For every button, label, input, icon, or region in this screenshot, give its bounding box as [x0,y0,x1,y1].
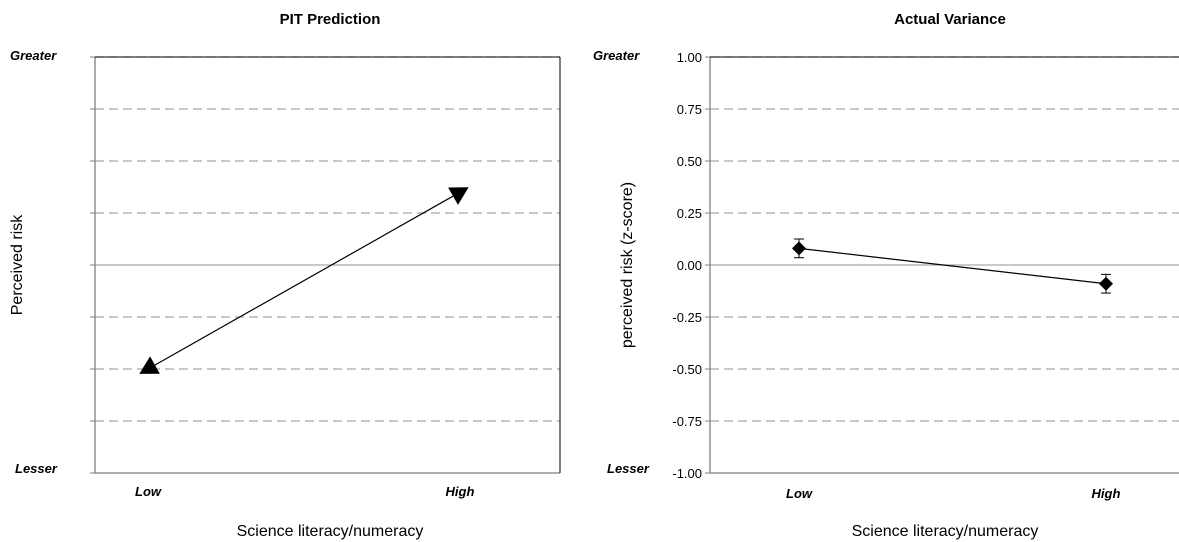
chart-right-y-tick-label: -0.50 [672,362,702,377]
chart-right-y-tick-label: 0.25 [677,206,702,221]
chart-right-series-line [798,247,1107,285]
chart-right-title: Actual Variance [894,11,1006,28]
chart-right-y-tick-label: 0.75 [677,102,702,117]
chart-left-y-axis-label: Perceived risk [9,214,26,315]
chart-left-arrowhead-left [139,356,160,374]
chart-right-y-tick-label: -0.25 [672,310,702,325]
chart-left-y-top-label: Greater [10,48,57,63]
chart-right-y-tick-label: -1.00 [672,466,702,481]
chart-right-y-tick-label: -0.75 [672,414,702,429]
chart-right-x-category-label: High [1092,486,1121,501]
chart-right-y-bottom-label: Lesser [607,461,650,476]
chart-right-y-tick-label: 1.00 [677,50,702,65]
chart-left-title: PIT Prediction [280,11,381,28]
chart-right-y-axis-label: perceived risk (z-score) [619,182,636,348]
chart-left-x-category-label: Low [135,484,162,499]
chart-left-plot-area: Low High [90,56,561,499]
chart-left-y-bottom-label: Lesser [15,461,58,476]
chart-right-data-point [792,241,806,256]
chart-left-series-line [147,191,461,370]
chart-right-y-top-label: Greater [593,48,640,63]
chart-right-x-category-label: Low [786,486,813,501]
chart-left: PIT Prediction Greater Lesser Perceived … [9,11,561,540]
chart-left-arrowhead-right [448,187,469,205]
chart-left-x-axis-label: Science literacy/numeracy [237,523,424,540]
chart-right-x-axis-label: Science literacy/numeracy [852,523,1039,540]
chart-right-data-point [1099,276,1113,291]
chart-right-y-tick-label: 0.00 [677,258,702,273]
chart-left-x-category-label: High [446,484,475,499]
chart-right-y-tick-label: 0.50 [677,154,702,169]
chart-right: Actual Variance Greater Lesser perceived… [593,11,1179,540]
chart-right-plot-area: -1.00 -0.75 -0.50 -0.25 0.00 0.25 0.50 0.75 1.00… [672,50,1179,501]
